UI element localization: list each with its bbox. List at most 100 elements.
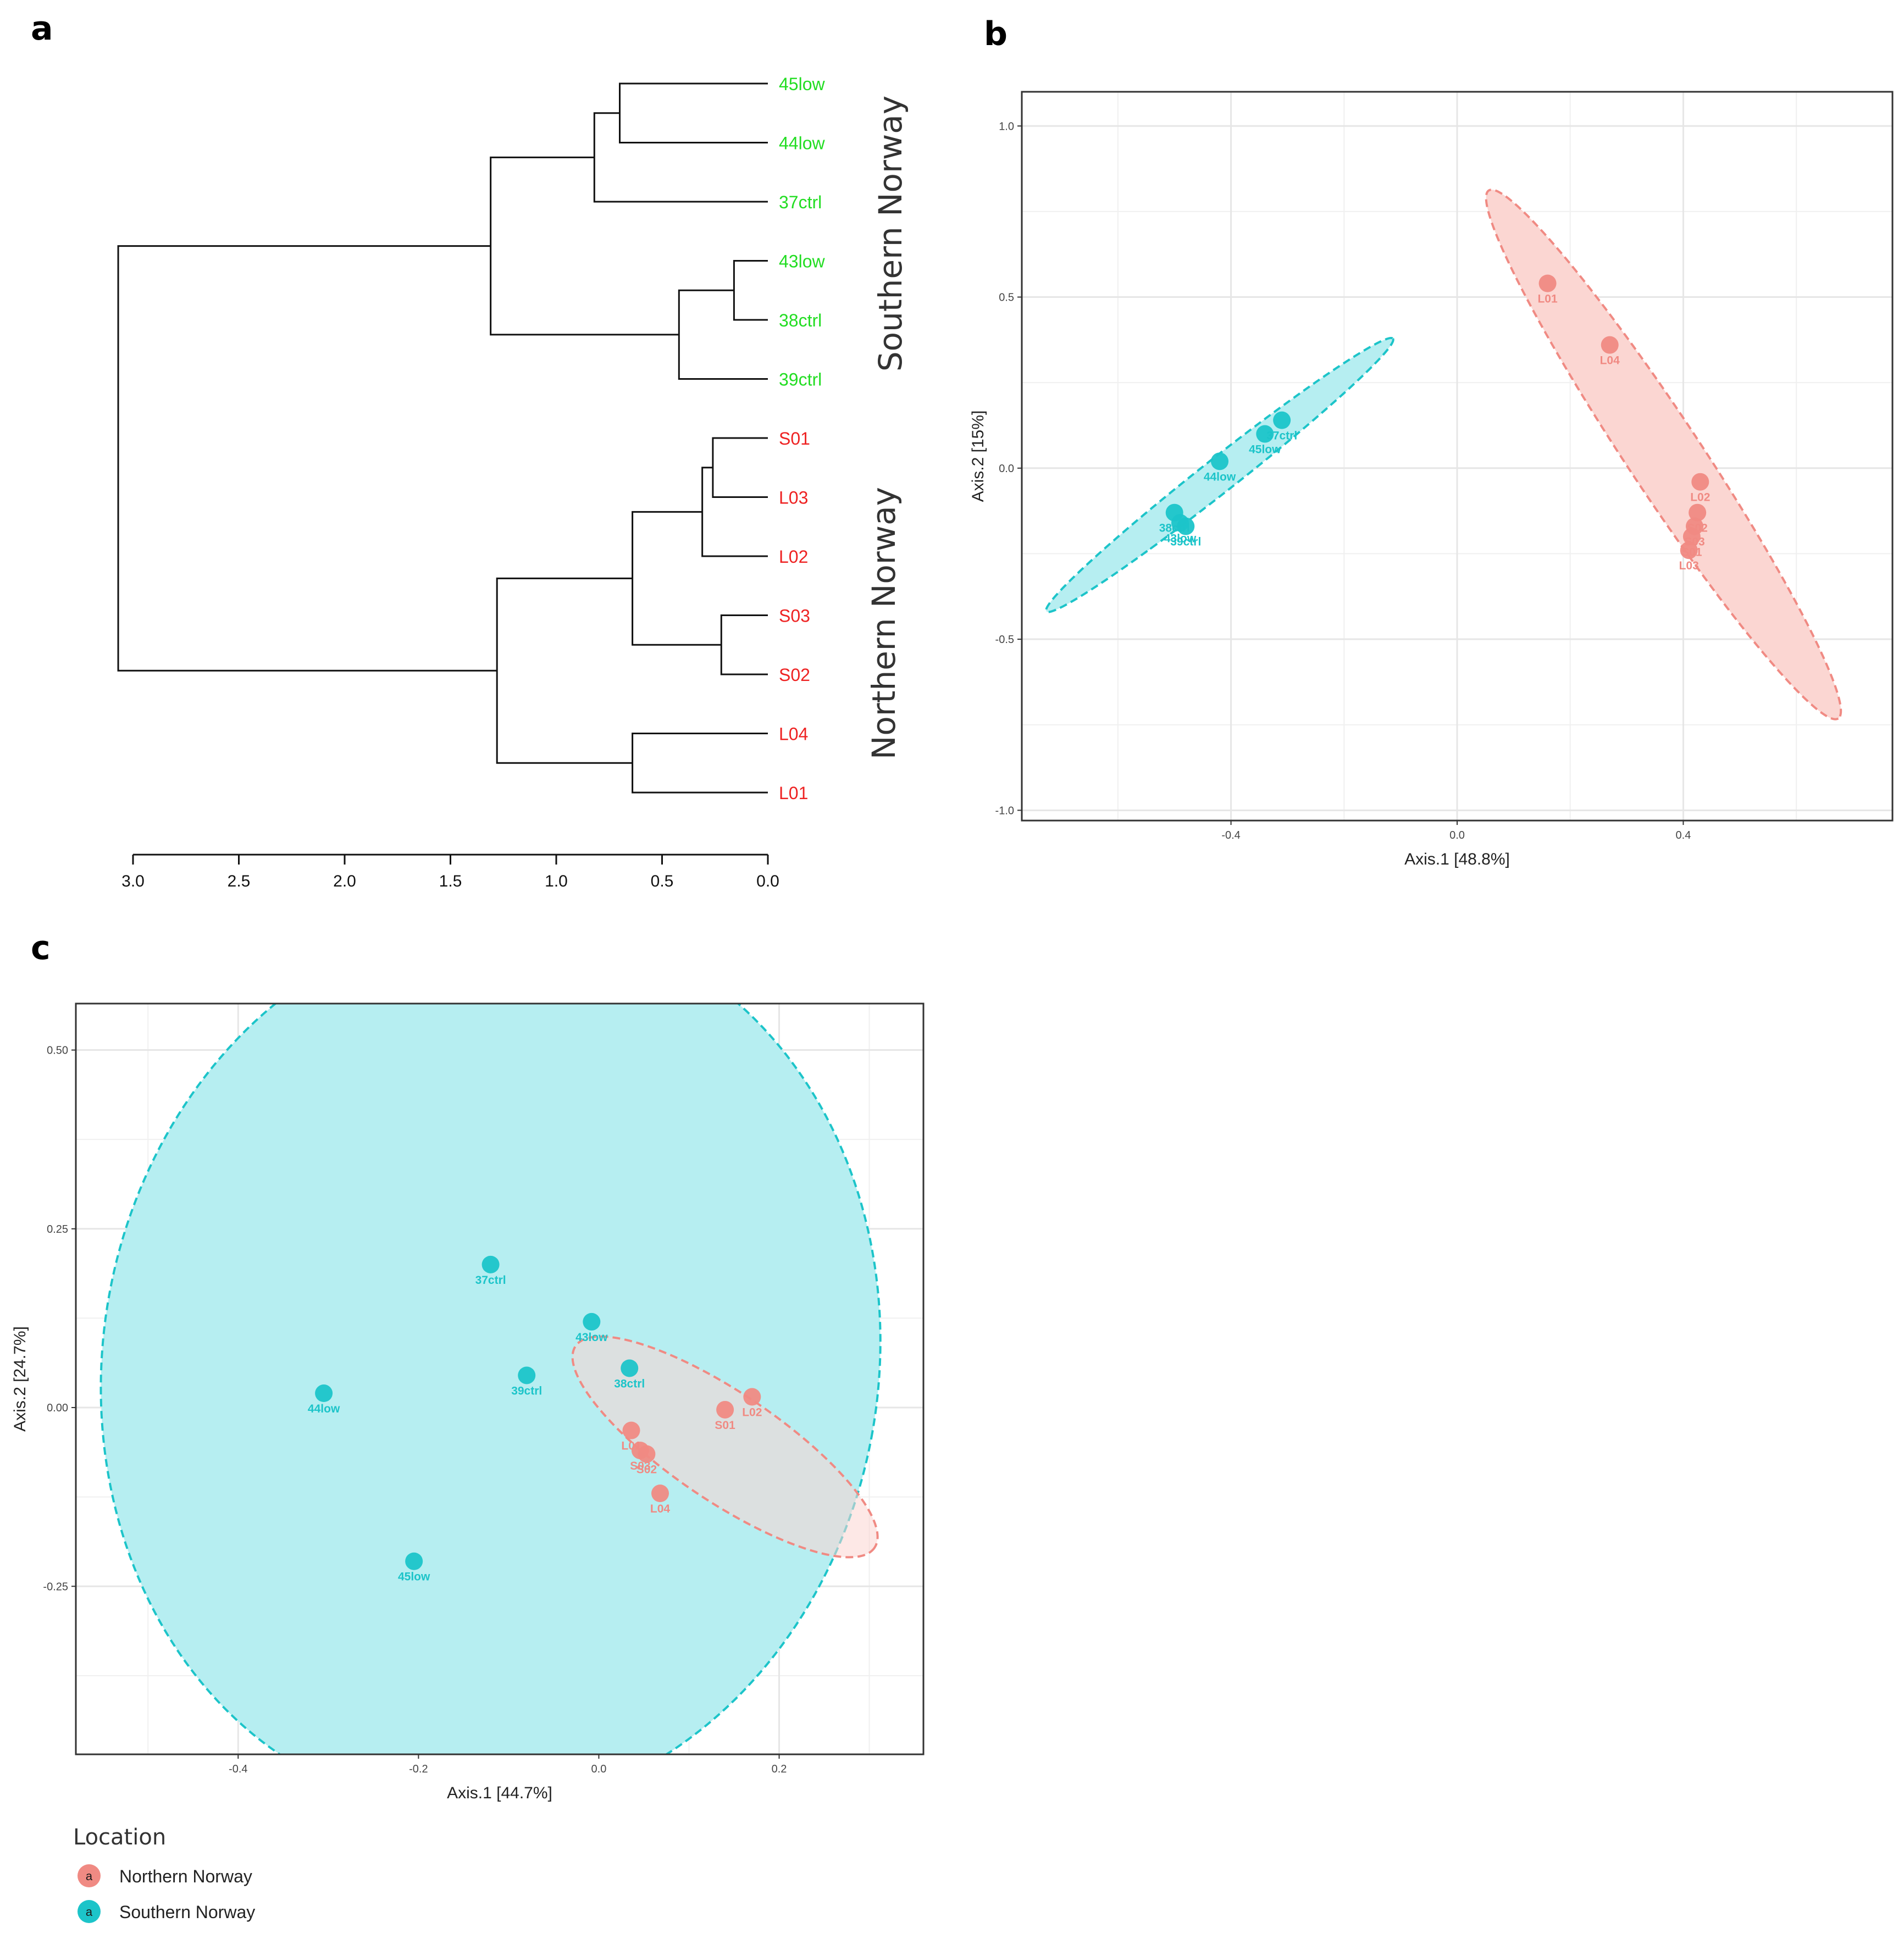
ellipse-layer	[1045, 189, 1842, 721]
dendrogram-branch	[678, 289, 768, 380]
sample-point-label: S01	[715, 1419, 735, 1432]
sample-point-label: 45low	[1249, 444, 1281, 456]
leaf-label: L03	[779, 488, 808, 508]
sample-point-label: 43low	[1164, 532, 1197, 545]
sample-point-label: 38ctrl	[614, 1377, 645, 1390]
sample-point-label: L02	[1690, 491, 1710, 504]
sample-point-label: 45low	[398, 1571, 430, 1583]
y-axis-label: Axis.2 [15%]	[969, 411, 987, 502]
dendrogram-branch	[496, 577, 633, 764]
y-axis-tick-label: 1.0	[999, 120, 1014, 132]
confidence-ellipse-south	[1045, 336, 1394, 613]
x-axis-tick-label: 0.4	[1676, 829, 1691, 841]
sample-point-label: 37ctrl	[475, 1274, 506, 1287]
plot-frame	[75, 1002, 925, 1755]
sample-point-label: S03	[630, 1460, 650, 1472]
sample-point	[583, 1312, 601, 1331]
sample-point-label: L04	[1600, 354, 1620, 367]
sample-point-label: 39ctrl	[1170, 536, 1201, 549]
sample-point	[1689, 503, 1707, 522]
x-axis-tick-label: -0.2	[409, 1763, 428, 1775]
leaf-label: 43low	[779, 252, 826, 272]
height-axis-tick-label: 2.0	[333, 872, 356, 890]
sample-point	[1273, 411, 1291, 429]
legend: Location a Northern Norway a Southern Norwa…	[73, 1825, 255, 1923]
height-axis-tick-label: 0.5	[651, 872, 674, 890]
sample-point-label: 39ctrl	[511, 1384, 542, 1397]
y-axis-tick-label: 0.00	[47, 1402, 68, 1414]
sample-point	[315, 1384, 333, 1403]
sample-point	[1256, 425, 1274, 443]
x-axis-tick-label: 0.0	[1449, 829, 1465, 841]
y-axis-label: Axis.2 [24.7%]	[11, 1326, 29, 1432]
sample-point	[1538, 274, 1557, 292]
legend-item-label: Southern Norway	[119, 1902, 255, 1922]
sample-point	[481, 1255, 500, 1273]
sample-point-label: 44low	[308, 1403, 340, 1415]
y-axis-tick-label: 0.5	[999, 292, 1014, 304]
x-axis-label: Axis.1 [44.7%]	[447, 1784, 552, 1802]
height-axis-tick-label: 0.0	[756, 872, 779, 890]
legend-key-letter: a	[86, 1905, 93, 1919]
y-axis-tick-label: -1.0	[995, 805, 1014, 817]
height-axis-tick-label: 1.5	[439, 872, 462, 890]
sample-point-label: L03	[1679, 559, 1699, 572]
leaf-label: S03	[779, 606, 810, 626]
dendrogram-branch	[733, 260, 768, 321]
sample-point	[638, 1445, 656, 1463]
ordination-plot-b: 37ctrl45low44low38ctrl43low39ctrlL01L04L…	[969, 91, 1894, 868]
x-axis-tick-label: -0.4	[229, 1763, 247, 1775]
dendrogram-branch	[632, 511, 722, 646]
group-label-northern: Northern Norway	[865, 487, 903, 760]
x-axis-label: Axis.1 [48.8%]	[1404, 850, 1510, 868]
y-axis-tick-label: 0.25	[47, 1223, 68, 1236]
sample-point	[405, 1552, 423, 1570]
leaf-label: S02	[779, 665, 810, 685]
leaf-label: 38ctrl	[779, 311, 822, 330]
panel-letter-c: c	[31, 929, 51, 967]
x-axis-tick-label: -0.4	[1221, 829, 1240, 841]
leaf-label: S01	[779, 429, 810, 448]
leaf-label: L01	[779, 783, 808, 803]
ordination-plot-c: 37ctrl 43low 39ctrl 38ctrl 44low 45low L02 S01 L…	[11, 1002, 925, 1802]
dendrogram-branch	[632, 733, 768, 794]
sample-point	[1601, 336, 1619, 354]
sample-point	[1680, 541, 1698, 559]
dendrogram-branch	[117, 245, 497, 672]
legend-key-north	[78, 1864, 101, 1887]
sample-point-label: L04	[650, 1503, 671, 1515]
sample-point	[1691, 473, 1709, 491]
sample-point-label: 37ctrl	[1266, 430, 1297, 442]
sample-point	[651, 1484, 669, 1503]
y-axis-tick-label: 0.0	[999, 463, 1014, 475]
height-axis-tick-label: 3.0	[121, 872, 145, 890]
legend-title: Location	[73, 1825, 166, 1850]
sample-point	[1177, 517, 1195, 535]
x-axis-tick-label: 0.0	[591, 1763, 607, 1775]
dendrogram-branch	[720, 614, 768, 675]
sample-point	[622, 1421, 640, 1439]
leaf-label: 37ctrl	[779, 192, 822, 212]
leaf-label: 45low	[779, 74, 826, 94]
y-axis-tick-label: 0.50	[47, 1045, 68, 1057]
height-axis-tick-label: 2.5	[228, 872, 251, 890]
ellipse-layer	[99, 1004, 882, 1754]
sample-point-label: 43low	[575, 1331, 608, 1344]
dendrogram-branch	[712, 437, 768, 498]
dendrogram-branch	[619, 82, 768, 143]
group-label-southern: Southern Norway	[872, 96, 909, 372]
leaf-label: 39ctrl	[779, 370, 822, 390]
y-axis-tick-label: -0.25	[43, 1581, 68, 1593]
legend-key-south	[78, 1900, 101, 1923]
legend-key-letter: a	[86, 1869, 93, 1883]
sample-point	[1211, 452, 1228, 470]
sample-point	[621, 1359, 639, 1377]
confidence-ellipse-south	[99, 1004, 882, 1754]
panel-letter-b: b	[984, 15, 1008, 53]
sample-point-label: L02	[742, 1406, 762, 1419]
y-axis-tick-label: -0.5	[995, 634, 1014, 646]
sample-point	[743, 1388, 761, 1406]
dendrogram-panel-a: 45low 44low 37ctrl 43low 38ctrl 39ctrl S01 L03 L…	[117, 74, 909, 890]
panel-letter-a: a	[31, 9, 53, 48]
